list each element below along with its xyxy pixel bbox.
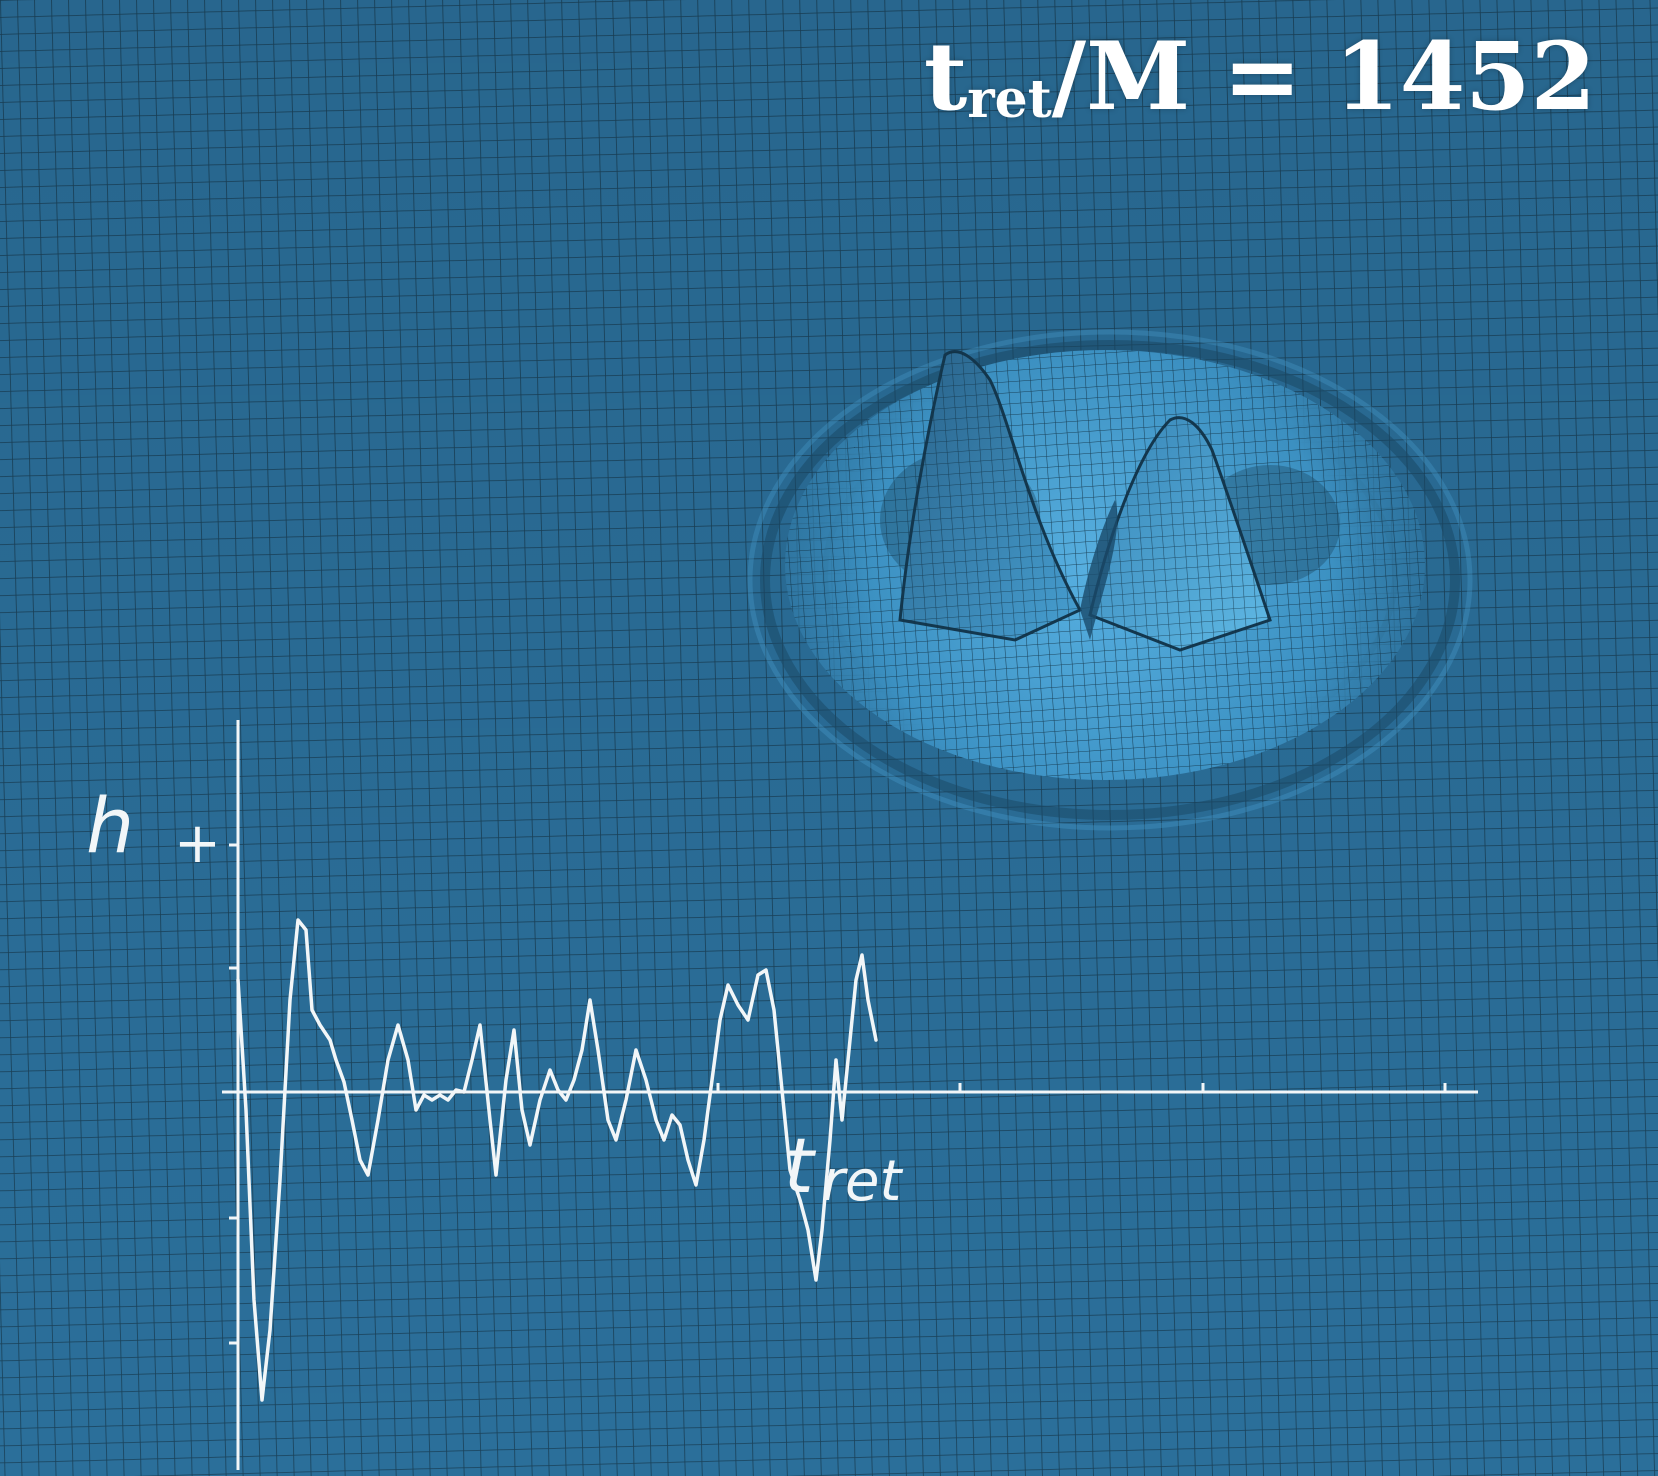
x-axis-label-subscript: ret bbox=[822, 1149, 903, 1214]
y-axis-label-subscript: + bbox=[174, 811, 221, 876]
y-axis-label: h bbox=[86, 781, 134, 870]
time-slash: / bbox=[1051, 22, 1087, 132]
retarded-time-readout: tret/M = 1452 bbox=[924, 30, 1596, 126]
strain-waveform bbox=[236, 918, 878, 1402]
plot-labels: h + t ret bbox=[86, 781, 903, 1214]
time-value: M = 1452 bbox=[1086, 22, 1596, 132]
time-symbol: t bbox=[923, 22, 968, 132]
y-axis-ticks bbox=[229, 843, 238, 1345]
waveform-plot bbox=[222, 720, 1478, 1470]
time-subscript: ret bbox=[967, 69, 1052, 130]
x-axis-label: t bbox=[784, 1121, 817, 1210]
x-axis-ticks bbox=[716, 1083, 1447, 1092]
